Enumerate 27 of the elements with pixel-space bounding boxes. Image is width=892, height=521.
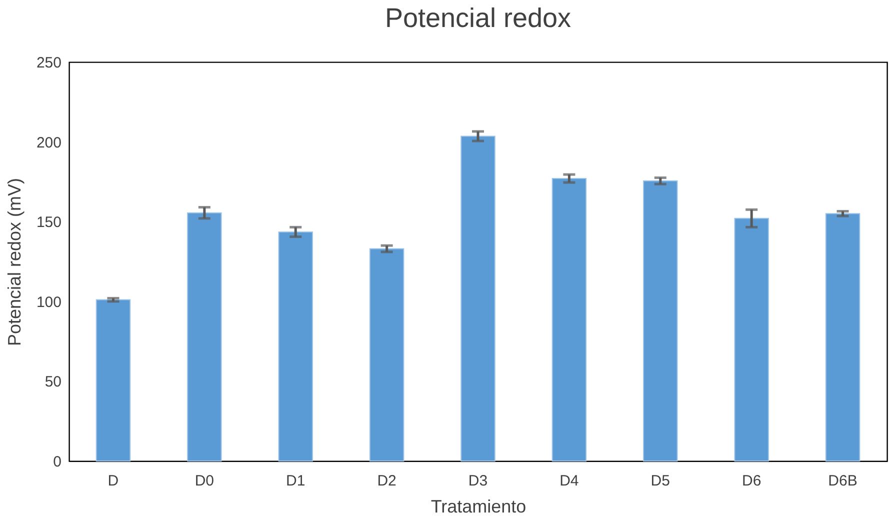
bar [825, 213, 860, 462]
y-tick-label: 100 [36, 294, 62, 311]
bar [96, 299, 131, 462]
bar [552, 178, 587, 462]
bar [278, 231, 313, 462]
y-tick-label: 0 [53, 454, 62, 470]
x-tick-label: D6 [742, 472, 762, 490]
bar [187, 212, 222, 462]
x-axis-title: Tratamiento [430, 496, 526, 516]
x-tick-label: D4 [560, 472, 579, 490]
bar [369, 248, 404, 462]
y-tick-label: 50 [44, 374, 62, 391]
y-axis-title: Potencial redox (mV) [4, 178, 24, 346]
bar [734, 218, 769, 462]
bar [460, 136, 496, 462]
bar [643, 180, 678, 462]
x-tick-label: D [108, 472, 119, 490]
y-tick-label: 250 [36, 54, 62, 72]
y-tick-label: 150 [36, 214, 62, 232]
x-tick-label: D0 [194, 472, 214, 490]
x-tick-label: D2 [377, 472, 396, 490]
x-tick-label: D6B [828, 472, 858, 490]
x-tick-label: D1 [286, 472, 306, 490]
y-tick-label: 200 [36, 134, 62, 152]
x-tick-label: D3 [468, 472, 488, 490]
x-tick-label: D5 [650, 472, 670, 490]
chart-title: Potencial redox [384, 3, 572, 33]
